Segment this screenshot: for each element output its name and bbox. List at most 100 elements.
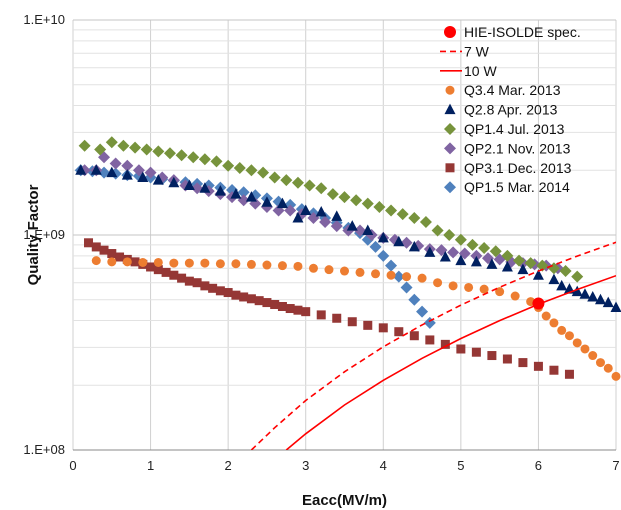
data-point [340,266,349,276]
data-point [107,257,117,267]
data-point [479,284,489,294]
data-point [402,272,412,282]
data-point [501,260,513,272]
data-point [332,313,342,323]
data-point [187,151,200,164]
data-point [177,273,187,283]
data-point [385,204,398,217]
data-point [130,257,140,267]
x-tick-label: 0 [69,458,76,473]
data-point [338,191,351,204]
data-point [572,338,582,348]
data-point [122,257,132,267]
data-point [115,252,125,262]
plot-series [74,136,621,450]
data-point [146,262,156,272]
data-point [548,273,560,285]
data-point [549,365,559,375]
data-point [393,235,405,247]
y-tick-labels: 1.E+08 1.E+09 1.E+10 [23,12,65,457]
data-point [233,161,246,174]
data-point [91,242,101,252]
y-tick-label: 1.E+08 [23,442,65,457]
data-point [369,240,382,253]
data-point [285,304,295,314]
data-point [394,327,404,337]
data-point [161,267,171,277]
y-tick-label: 1.E+10 [23,12,65,27]
data-point [386,270,396,280]
data-point [571,285,583,297]
data-point [276,197,288,209]
data-point [138,257,148,267]
y-axis-title: Quality Factor [25,184,42,285]
data-point [301,307,311,317]
data-point [377,249,390,262]
legend-swatch [444,123,456,135]
data-point [245,191,257,202]
series-3 [91,256,621,381]
legend-label: QP1.4 Jul. 2013 [464,121,565,137]
legend-item: QP2.1 Nov. 2013 [444,140,571,156]
legend: HIE-ISOLDE spec. 7 W 10 W Q3.4 Mar. 2013 Q2.… [440,24,581,195]
legend-label: QP1.5 Mar. 2014 [464,179,570,195]
data-point [439,251,451,262]
data-point [184,258,194,268]
legend-label: Q3.4 Mar. 2013 [464,82,561,98]
data-point [396,208,409,221]
data-point [129,141,142,154]
data-point [346,220,358,231]
data-point [192,278,202,288]
data-point [199,182,211,193]
data-point [168,176,180,188]
data-point [268,171,281,184]
data-point [94,143,107,156]
data-point [75,164,87,175]
data-point [417,273,427,283]
data-point [245,164,258,177]
legend-item: 10 W [440,63,497,79]
data-point [478,242,491,255]
data-point [355,267,365,277]
data-point [350,194,363,207]
legend-swatch [445,85,455,95]
series-2 [285,274,616,450]
data-point [315,205,327,217]
x-tick-label: 2 [225,458,232,473]
legend-item: QP1.5 Mar. 2014 [444,179,570,195]
series-4 [75,164,621,313]
data-point [169,270,179,280]
series-1 [250,241,616,450]
data-point [303,179,316,192]
series-0 [532,297,545,310]
data-point [117,139,130,152]
x-tick-label: 5 [457,458,464,473]
data-point [84,238,94,248]
data-point [377,231,389,243]
data-point [239,292,249,302]
data-point [277,301,287,311]
data-point [533,361,543,371]
data-point [99,245,109,255]
data-point [385,259,398,272]
data-point [231,259,241,269]
data-point [90,164,102,175]
data-point [316,310,326,320]
data-point [215,286,225,296]
data-point [456,344,466,354]
grid [72,19,617,451]
data-point [448,281,458,291]
data-point [169,258,179,268]
data-point [261,196,273,207]
x-axis-title: Eacc(MV/m) [302,492,387,509]
data-point [78,139,91,152]
series-line [285,274,616,450]
data-point [105,136,118,149]
legend-item: QP1.4 Jul. 2013 [444,121,565,137]
legend-label: HIE-ISOLDE spec. [464,24,581,40]
data-point [361,197,374,210]
x-tick-label: 1 [147,458,154,473]
data-point [230,188,242,199]
data-point [91,256,101,266]
legend-label: 7 W [464,43,490,59]
